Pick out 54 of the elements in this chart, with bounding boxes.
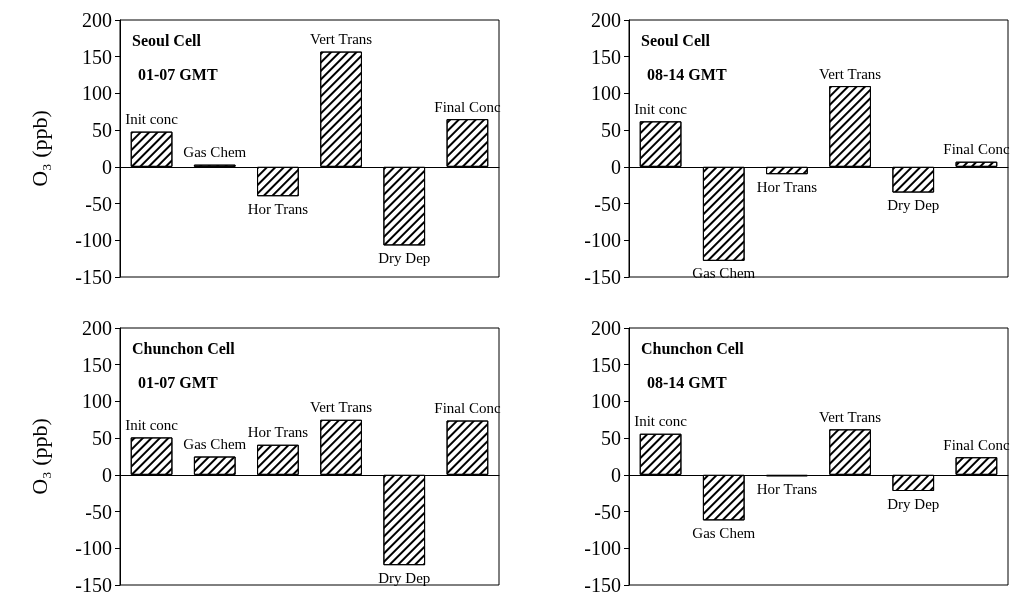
y-axis-title: O₃ (ppb)	[26, 110, 52, 187]
y-tick-label: -100	[584, 229, 621, 252]
y-tick-label: 0	[102, 155, 112, 178]
y-tick-label: 100	[82, 82, 112, 105]
y-tick-label: 50	[601, 119, 621, 142]
y-tick-label: -100	[584, 537, 621, 560]
y-tick-label: 100	[82, 390, 112, 413]
y-tick-label: 150	[82, 353, 112, 376]
annotation: 08-14 GMT	[647, 373, 727, 391]
y-tick-label: 50	[92, 427, 112, 450]
category-label: Gas Chem	[692, 524, 756, 541]
category-label: Final Conc	[434, 400, 501, 417]
category-label: Vert Trans	[819, 408, 882, 425]
y-tick-label: -150	[75, 266, 112, 288]
y-tick-label: 200	[591, 317, 621, 339]
y-tick-label: 150	[591, 45, 621, 68]
annotation: Chunchon Cell	[132, 339, 236, 357]
annotation: 01-07 GMT	[138, 373, 218, 391]
y-tick-label: -100	[75, 229, 112, 252]
y-tick-label: 50	[92, 119, 112, 142]
y-tick-label: -150	[75, 574, 112, 596]
y-tick-label: 100	[591, 390, 621, 413]
y-tick-label: 0	[611, 155, 621, 178]
annotation: Chunchon Cell	[641, 339, 745, 357]
category-label: Dry Dep	[887, 495, 940, 512]
y-tick-label: 200	[591, 9, 621, 31]
y-tick-label: -50	[594, 192, 621, 215]
y-tick-label: 150	[591, 353, 621, 376]
y-tick-label: 0	[102, 463, 112, 486]
y-tick-label: 0	[611, 463, 621, 486]
category-label: Init conc	[125, 416, 179, 433]
annotation: 08-14 GMT	[647, 65, 727, 83]
y-tick-label: -50	[594, 500, 621, 523]
annotation: Seoul Cell	[641, 31, 711, 49]
y-tick-label: 150	[82, 45, 112, 68]
category-label: Vert Trans	[310, 399, 373, 416]
y-tick-label: -50	[85, 192, 112, 215]
y-tick-label: -100	[75, 537, 112, 560]
y-axis-title: O₃ (ppb)	[26, 418, 52, 495]
annotation: Seoul Cell	[132, 31, 202, 49]
category-label: Final Conc	[943, 436, 1010, 453]
category-label: Hor Trans	[756, 480, 818, 497]
category-label: Hor Trans	[247, 424, 309, 441]
y-tick-label: 100	[591, 82, 621, 105]
y-tick-label: 200	[82, 9, 112, 31]
y-tick-label: -150	[584, 266, 621, 288]
category-label: Init conc	[634, 413, 688, 430]
y-tick-label: -150	[584, 574, 621, 596]
y-tick-label: 50	[601, 427, 621, 450]
y-tick-label: 200	[82, 317, 112, 339]
category-label: Dry Dep	[378, 569, 431, 586]
y-tick-label: -50	[85, 500, 112, 523]
annotation: 01-07 GMT	[138, 65, 218, 83]
category-label: Gas Chem	[183, 436, 247, 452]
